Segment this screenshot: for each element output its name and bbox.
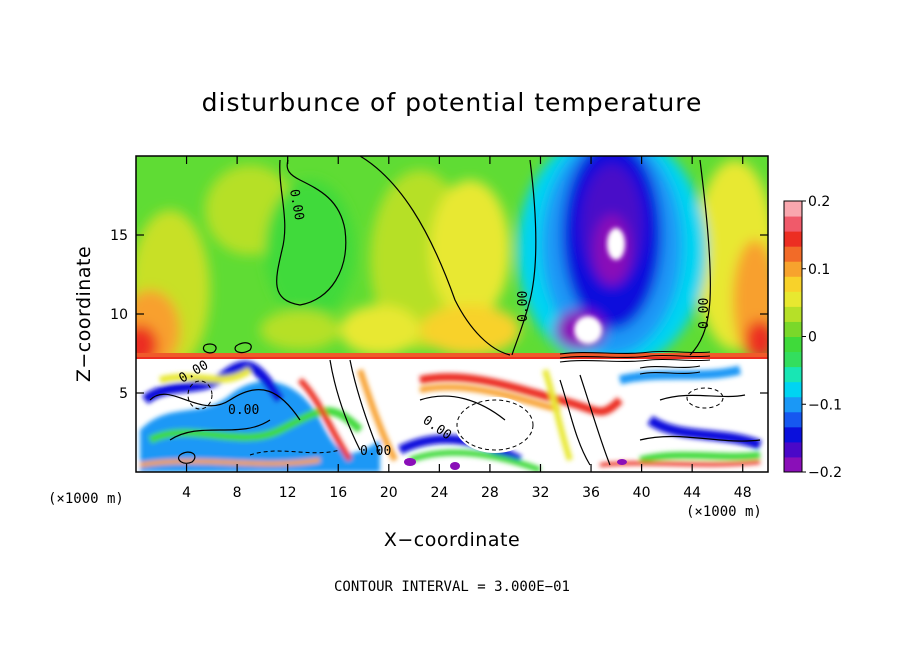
colorbar-tick-label: −0.1 (808, 397, 842, 413)
colorbar-swatch (784, 411, 802, 428)
colorbar-swatch (784, 381, 802, 398)
colorbar-tick-label: 0.2 (808, 194, 830, 210)
x-tick-label: 32 (532, 485, 550, 501)
x-tick-label: 48 (734, 485, 752, 501)
colorbar-tick-label: 0 (808, 330, 817, 346)
x-tick-label: 8 (233, 485, 242, 501)
contour-label: 0.00 (697, 298, 712, 329)
x-unit-label-left: (×1000 m) (48, 491, 124, 507)
x-unit-label-right: (×1000 m) (686, 504, 762, 520)
contour-label: 0.00 (360, 444, 391, 459)
colorbar-swatch (784, 276, 802, 292)
colorbar-swatch (784, 306, 802, 322)
x-tick-label: 24 (430, 485, 448, 501)
y-tick-label: 5 (119, 386, 128, 402)
y-axis-label: Z−coordinate (73, 246, 95, 382)
x-tick-label: 4 (182, 485, 191, 501)
x-tick-label: 12 (279, 485, 297, 501)
colorbar-swatch (784, 231, 802, 247)
colorbar-swatch (784, 201, 802, 217)
y-tick-label: 15 (110, 228, 128, 244)
colorbar-swatch (784, 261, 802, 277)
inversion-band (559, 350, 711, 375)
x-tick-label: 20 (380, 485, 398, 501)
contour-label: 0.00 (516, 291, 531, 322)
x-tick-label: 16 (329, 485, 347, 501)
colorbar-swatch (784, 216, 802, 232)
y-tick-label: 10 (110, 307, 128, 323)
contour-interval-note: CONTOUR INTERVAL = 3.000E−01 (334, 579, 570, 595)
y-axis: 5 10 15 (110, 228, 768, 402)
heatmap-field (136, 156, 768, 472)
contour-label: 0.00 (286, 188, 306, 221)
x-tick-label: 28 (481, 485, 499, 501)
colorbar-swatch (784, 366, 802, 383)
colorbar-tick-label: 0.1 (808, 262, 830, 278)
colorbar-swatch (784, 441, 802, 458)
colorbar-tick-label: −0.2 (808, 465, 842, 481)
x-tick-label: 40 (633, 485, 651, 501)
contour-label: 0.00 (228, 403, 259, 418)
x-tick-label: 36 (582, 485, 600, 501)
colorbar-swatch (784, 351, 802, 368)
negative-contours (187, 380, 724, 456)
colorbar (783, 200, 803, 473)
colorbar-swatch (784, 291, 802, 307)
x-axis: 4 8 12 16 20 24 28 32 36 40 44 48 (182, 156, 752, 501)
colorbar-swatch (784, 396, 802, 413)
colorbar-swatch (784, 426, 802, 443)
chart-title: disturbunce of potential temperature (202, 88, 703, 117)
contour-lines (149, 156, 761, 466)
colorbar-swatch (784, 456, 802, 473)
x-tick-label: 44 (683, 485, 701, 501)
x-axis-label: X−coordinate (384, 529, 520, 551)
colorbar-swatch (784, 336, 802, 353)
colorbar-swatch (784, 246, 802, 262)
colorbar-ticks: 0.2 0.1 0 −0.1 −0.2 (802, 194, 842, 481)
colorbar-swatch (784, 321, 802, 337)
